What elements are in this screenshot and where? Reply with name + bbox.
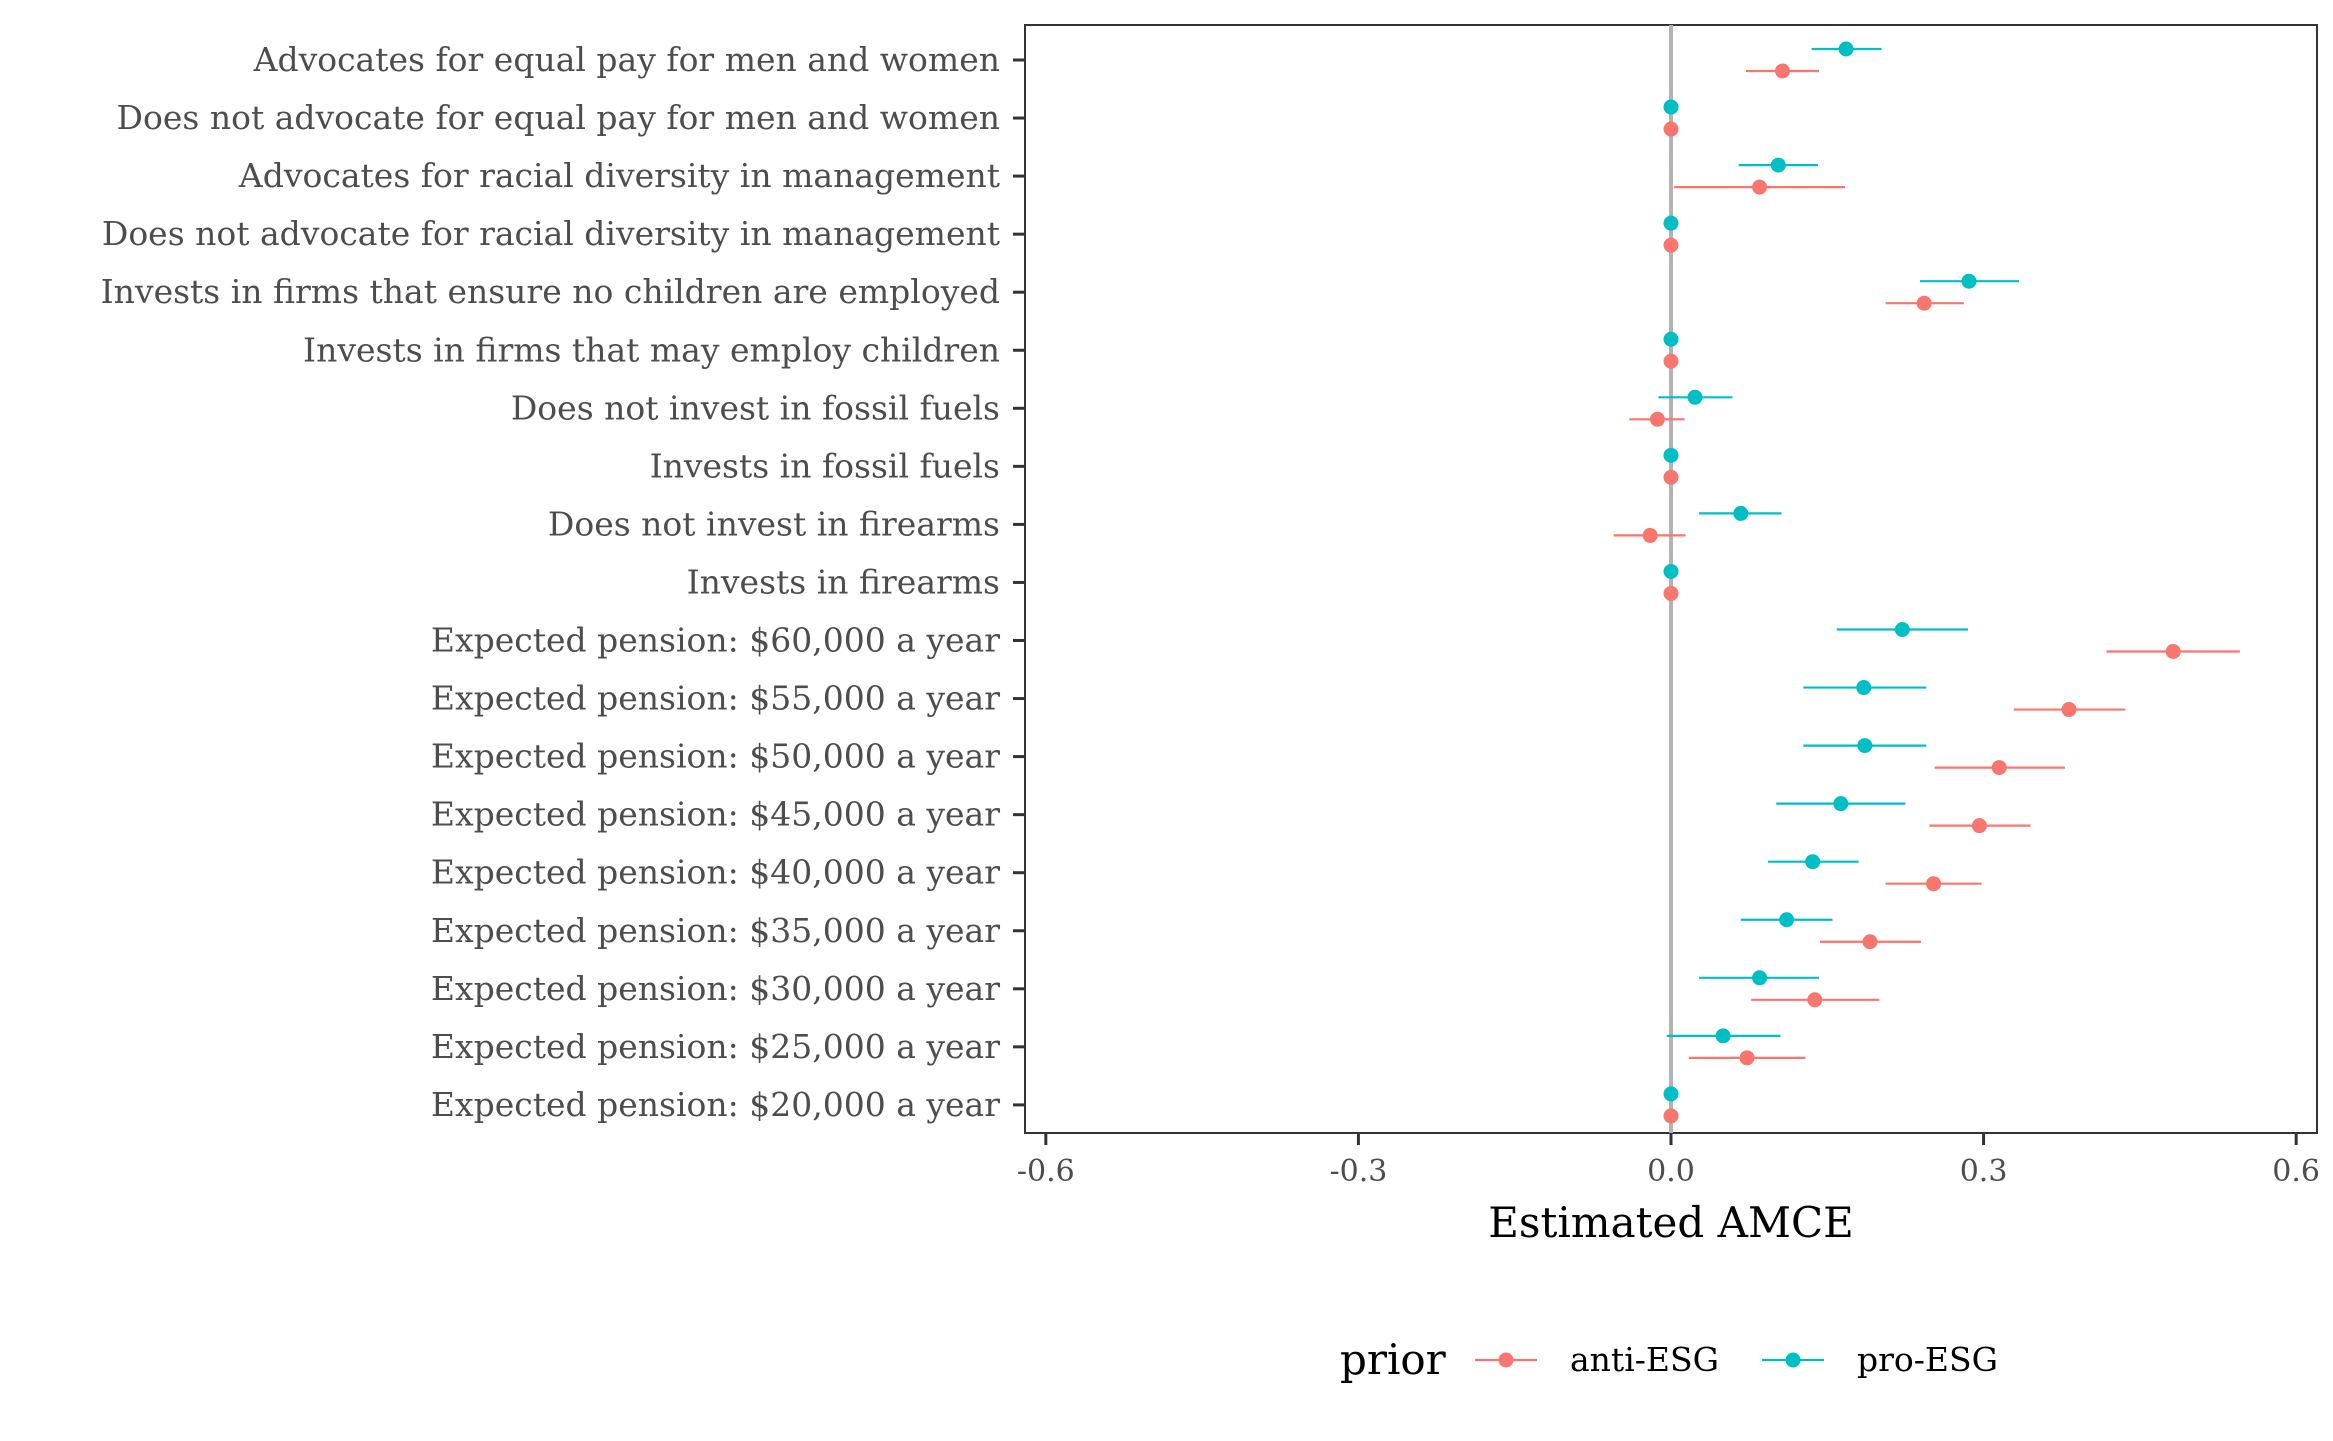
estimate-point <box>1663 99 1679 115</box>
category-label: Does not advocate for racial diversity i… <box>102 214 1000 253</box>
estimate-point <box>1857 738 1873 754</box>
estimate-point <box>1856 680 1872 696</box>
x-tick-label: -0.3 <box>1329 1154 1387 1189</box>
category-label: Invests in firearms <box>687 562 1000 601</box>
estimate-point <box>1926 876 1942 892</box>
estimate-point <box>1862 934 1878 950</box>
estimate-point <box>1805 854 1821 870</box>
estimate-point <box>1663 1086 1679 1102</box>
estimate-point <box>1663 1108 1679 1124</box>
x-tick-label: 0.3 <box>1960 1154 2008 1189</box>
estimate-point <box>1971 818 1987 834</box>
estimate-point <box>1752 970 1768 986</box>
estimate-point <box>1663 447 1679 463</box>
legend-key-point <box>1498 1352 1514 1368</box>
category-label: Expected pension: $25,000 a year <box>431 1027 1000 1066</box>
category-label: Expected pension: $35,000 a year <box>431 911 1000 950</box>
x-tick-label: 0.6 <box>2272 1154 2320 1189</box>
x-tick-label: 0.0 <box>1647 1154 1695 1189</box>
estimate-point <box>1739 1050 1755 1066</box>
estimate-point <box>1894 622 1910 637</box>
x-axis-title: Estimated AMCE <box>1488 1198 1854 1247</box>
data-marks <box>1613 41 2240 1124</box>
category-label: Expected pension: $20,000 a year <box>431 1085 1000 1124</box>
estimate-point <box>1752 179 1768 195</box>
category-label: Advocates for racial diversity in manage… <box>238 156 1000 195</box>
estimate-point <box>1663 237 1679 253</box>
x-tick-label: -0.6 <box>1017 1154 1075 1189</box>
estimate-point <box>1770 157 1786 173</box>
estimate-point <box>1779 912 1795 928</box>
estimate-point <box>1807 992 1823 1008</box>
estimate-point <box>1649 411 1665 427</box>
estimate-point <box>1916 295 1932 311</box>
category-label: Expected pension: $50,000 a year <box>431 737 1000 776</box>
category-label: Does not advocate for equal pay for men … <box>117 98 1000 137</box>
category-label: Expected pension: $45,000 a year <box>431 795 1000 834</box>
category-label: Advocates for equal pay for men and wome… <box>253 40 1000 79</box>
legend: prior anti-ESG pro-ESG <box>1340 1335 1998 1384</box>
category-labels: Advocates for equal pay for men and wome… <box>101 40 1001 1124</box>
category-label: Invests in fossil fuels <box>650 446 1000 485</box>
estimate-point <box>1833 796 1849 812</box>
category-label: Expected pension: $30,000 a year <box>431 969 1000 1008</box>
category-label: Does not invest in fossil fuels <box>511 388 1000 427</box>
category-label: Invests in firms that ensure no children… <box>101 272 1000 311</box>
category-label: Expected pension: $40,000 a year <box>431 853 1000 892</box>
legend-key-point <box>1785 1352 1801 1368</box>
legend-title: prior <box>1340 1335 1447 1384</box>
category-label: Expected pension: $60,000 a year <box>431 621 1000 660</box>
legend-label: pro-ESG <box>1857 1340 1998 1379</box>
estimate-point <box>1663 585 1679 601</box>
estimate-point <box>1663 469 1679 485</box>
x-axis-ticks: -0.6 -0.3 0.0 0.3 0.6 <box>1017 1133 2320 1189</box>
estimate-point <box>1663 121 1679 137</box>
estimate-point <box>1687 389 1703 405</box>
estimate-point <box>1663 215 1679 231</box>
estimate-point <box>2061 702 2077 718</box>
estimate-point <box>1663 563 1679 579</box>
category-label: Invests in firms that may employ childre… <box>303 330 1000 369</box>
estimate-point <box>1774 63 1790 79</box>
estimate-point <box>1733 505 1749 521</box>
legend-label: anti-ESG <box>1570 1340 1719 1379</box>
estimate-point <box>1961 273 1977 289</box>
estimate-point <box>1663 353 1679 369</box>
estimate-point <box>1991 760 2007 776</box>
category-label: Expected pension: $55,000 a year <box>431 679 1000 718</box>
estimate-point <box>1838 41 1854 57</box>
category-label: Does not invest in firearms <box>548 504 1000 543</box>
estimate-point <box>1663 331 1679 347</box>
category-ticks <box>1013 58 1025 1107</box>
estimate-point <box>1642 527 1658 543</box>
estimate-point <box>2165 644 2181 659</box>
estimate-point <box>1715 1028 1731 1044</box>
